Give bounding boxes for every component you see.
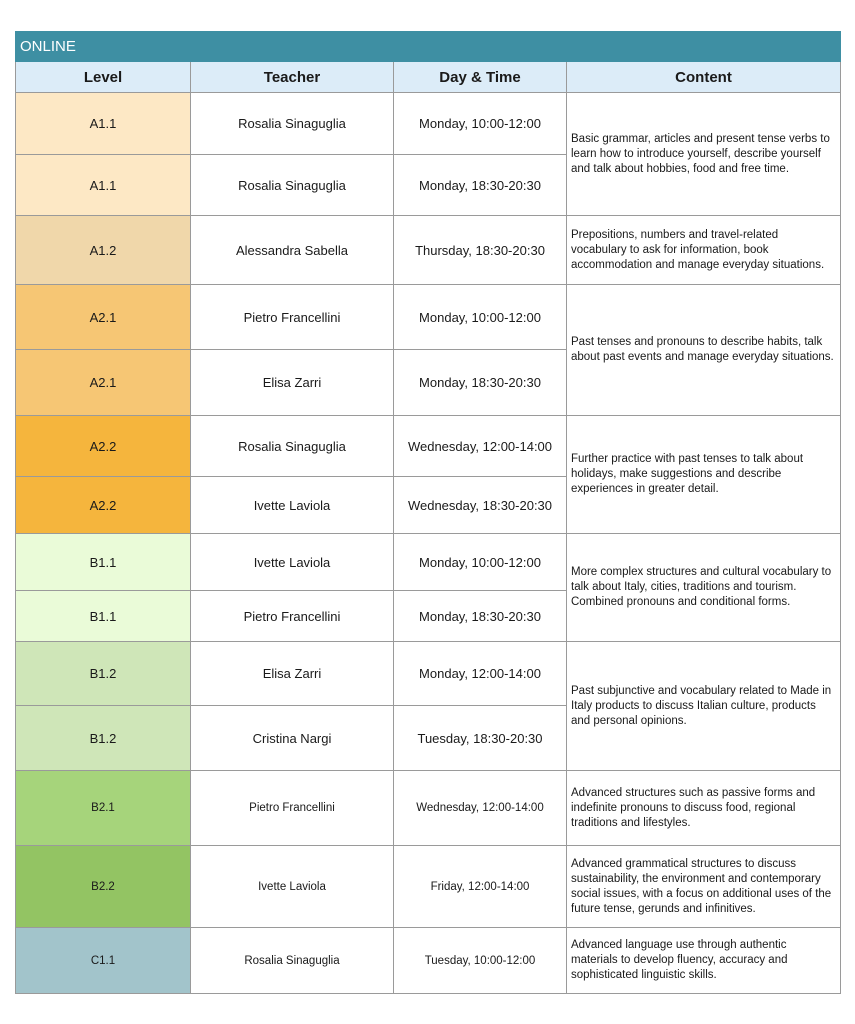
banner-cell <box>566 31 841 62</box>
table-row: B1.2 Cristina Nargi Tuesday, 18:30-20:30 <box>15 705 841 771</box>
day-time-cell: Wednesday, 18:30-20:30 <box>393 476 567 534</box>
table-row: A1.2 Alessandra Sabella Thursday, 18:30-… <box>15 215 841 285</box>
day-time-cell: Tuesday, 10:00-12:00 <box>393 927 567 994</box>
table-row: A2.2 Ivette Laviola Wednesday, 18:30-20:… <box>15 476 841 534</box>
banner-label: ONLINE <box>15 31 191 62</box>
level-cell: A2.2 <box>15 476 191 534</box>
content-cell: Advanced structures such as passive form… <box>566 770 841 846</box>
header-level: Level <box>15 61 191 93</box>
content-cell: Further practice with past tenses to tal… <box>566 415 841 534</box>
day-time-cell: Monday, 18:30-20:30 <box>393 154 567 216</box>
level-cell: B1.2 <box>15 705 191 771</box>
day-time-cell: Thursday, 18:30-20:30 <box>393 215 567 285</box>
level-cell: B1.1 <box>15 590 191 642</box>
header-content: Content <box>566 61 841 93</box>
teacher-cell: Ivette Laviola <box>190 845 394 928</box>
table-row: A2.2 Rosalia Sinaguglia Wednesday, 12:00… <box>15 415 841 534</box>
teacher-cell: Rosalia Sinaguglia <box>190 927 394 994</box>
content-cell: Basic grammar, articles and present tens… <box>566 92 841 216</box>
level-cell: A2.1 <box>15 284 191 350</box>
day-time-cell: Monday, 18:30-20:30 <box>393 590 567 642</box>
table-row: B1.1 Pietro Francellini Monday, 18:30-20… <box>15 590 841 642</box>
header-teacher: Teacher <box>190 61 394 93</box>
banner-cell <box>393 31 567 62</box>
day-time-cell: Monday, 12:00-14:00 <box>393 641 567 706</box>
level-cell: A2.1 <box>15 349 191 416</box>
teacher-cell: Elisa Zarri <box>190 641 394 706</box>
table-row: A1.1 Rosalia Sinaguglia Monday, 18:30-20… <box>15 154 841 216</box>
level-cell: A1.1 <box>15 154 191 216</box>
table-row: A2.1 Pietro Francellini Monday, 10:00-12… <box>15 284 841 416</box>
content-cell: Prepositions, numbers and travel-related… <box>566 215 841 285</box>
day-time-cell: Tuesday, 18:30-20:30 <box>393 705 567 771</box>
header-day-time: Day & Time <box>393 61 567 93</box>
table-row: A1.1 Rosalia Sinaguglia Monday, 10:00-12… <box>15 92 841 216</box>
content-cell: Advanced grammatical structures to discu… <box>566 845 841 928</box>
content-cell: Past tenses and pronouns to describe hab… <box>566 284 841 416</box>
table-row: A2.1 Elisa Zarri Monday, 18:30-20:30 <box>15 349 841 416</box>
day-time-cell: Monday, 10:00-12:00 <box>393 92 567 155</box>
banner-row: ONLINE <box>15 31 841 62</box>
content-cell: Past subjunctive and vocabulary related … <box>566 641 841 771</box>
level-cell: B2.1 <box>15 770 191 846</box>
teacher-cell: Rosalia Sinaguglia <box>190 154 394 216</box>
table-row: C1.1 Rosalia Sinaguglia Tuesday, 10:00-1… <box>15 927 841 994</box>
level-cell: A1.1 <box>15 92 191 155</box>
teacher-cell: Alessandra Sabella <box>190 215 394 285</box>
day-time-cell: Monday, 10:00-12:00 <box>393 533 567 591</box>
content-cell: Advanced language use through authentic … <box>566 927 841 994</box>
teacher-cell: Elisa Zarri <box>190 349 394 416</box>
teacher-cell: Pietro Francellini <box>190 284 394 350</box>
level-cell: A1.2 <box>15 215 191 285</box>
level-cell: B2.2 <box>15 845 191 928</box>
teacher-cell: Ivette Laviola <box>190 533 394 591</box>
teacher-cell: Rosalia Sinaguglia <box>190 415 394 477</box>
teacher-cell: Pietro Francellini <box>190 770 394 846</box>
level-cell: C1.1 <box>15 927 191 994</box>
table-row: B2.1 Pietro Francellini Wednesday, 12:00… <box>15 770 841 846</box>
banner-cell <box>190 31 394 62</box>
day-time-cell: Monday, 10:00-12:00 <box>393 284 567 350</box>
day-time-cell: Wednesday, 12:00-14:00 <box>393 770 567 846</box>
table-row: B1.2 Elisa Zarri Monday, 12:00-14:00 Pas… <box>15 641 841 771</box>
day-time-cell: Friday, 12:00-14:00 <box>393 845 567 928</box>
day-time-cell: Monday, 18:30-20:30 <box>393 349 567 416</box>
teacher-cell: Pietro Francellini <box>190 590 394 642</box>
teacher-cell: Rosalia Sinaguglia <box>190 92 394 155</box>
teacher-cell: Cristina Nargi <box>190 705 394 771</box>
level-cell: A2.2 <box>15 415 191 477</box>
content-cell: More complex structures and cultural voc… <box>566 533 841 642</box>
course-schedule-table: ONLINE Level Teacher Day & Time Content … <box>15 31 841 994</box>
header-row: Level Teacher Day & Time Content <box>15 61 841 93</box>
level-cell: B1.2 <box>15 641 191 706</box>
table-row: B1.1 Ivette Laviola Monday, 10:00-12:00 … <box>15 533 841 642</box>
table-row: B2.2 Ivette Laviola Friday, 12:00-14:00 … <box>15 845 841 928</box>
teacher-cell: Ivette Laviola <box>190 476 394 534</box>
day-time-cell: Wednesday, 12:00-14:00 <box>393 415 567 477</box>
level-cell: B1.1 <box>15 533 191 591</box>
